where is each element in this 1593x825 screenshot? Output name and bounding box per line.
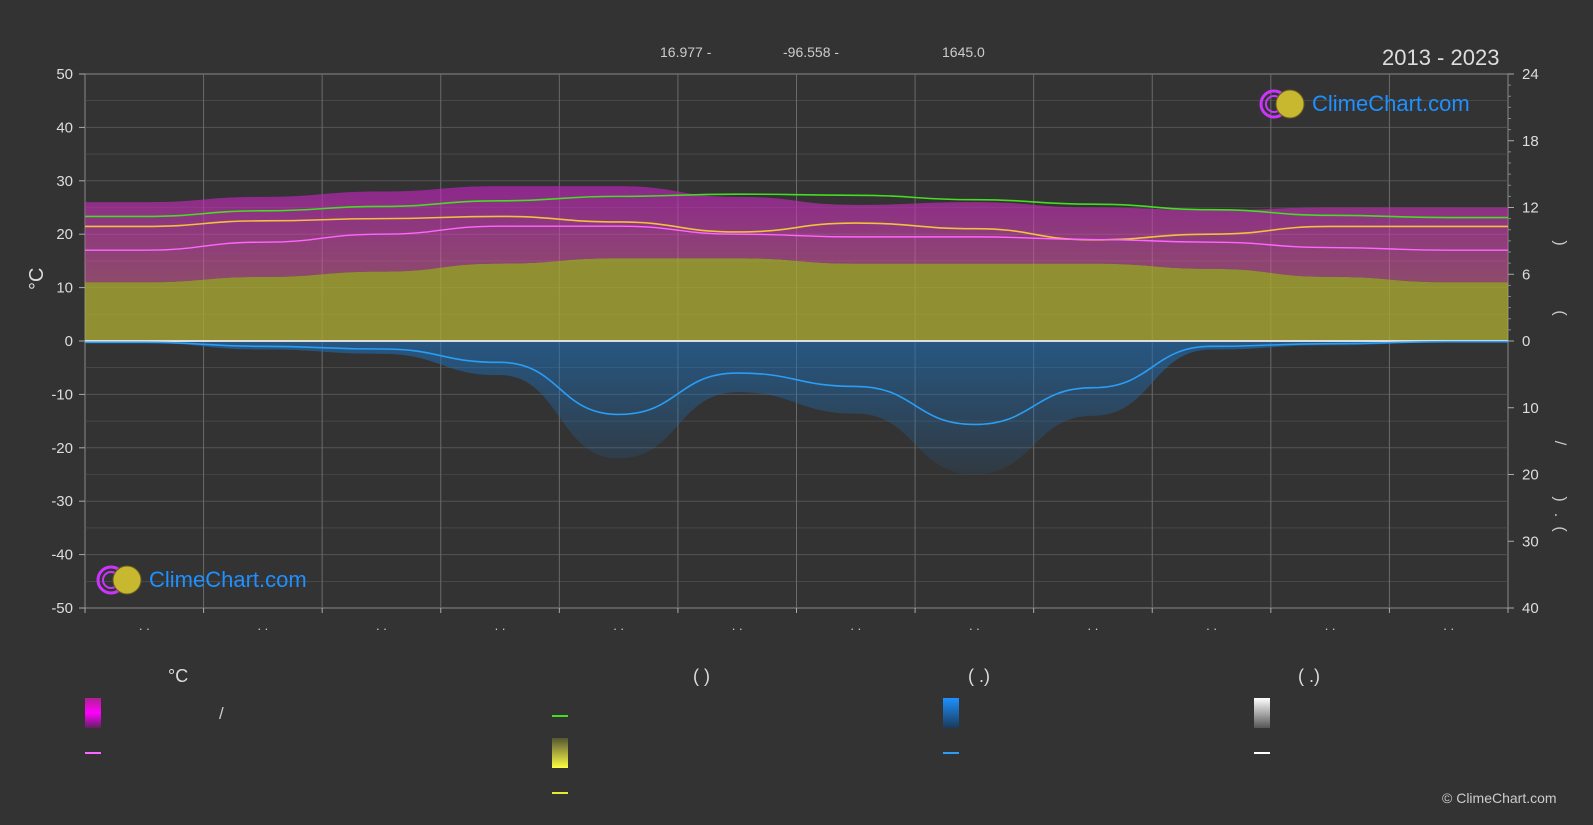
left-tick-label: -30 xyxy=(51,493,73,510)
axis-ticks: 50 40 30 20 10 0 -10 -20 -30 -40 -50 24 18 12 6 0 10 20 30… xyxy=(51,66,1538,633)
right-tick-label-hours: 24 xyxy=(1522,66,1539,83)
legend-temp-heading: °C xyxy=(168,666,189,686)
month-tick-label: . . xyxy=(732,618,743,633)
legend-temp-range-text: / xyxy=(219,704,224,723)
left-tick-label: 10 xyxy=(56,280,73,297)
left-tick-label: -10 xyxy=(51,386,73,403)
year-range-title: 2013 - 2023 xyxy=(1382,45,1500,70)
longitude-label: -96.558 - xyxy=(783,44,840,60)
logo-bottom-text: ClimeChart.com xyxy=(149,567,307,592)
right-tick-label-hours: 0 xyxy=(1522,333,1530,350)
sunshine-band xyxy=(85,258,1508,341)
legend-swatch-snow-mean xyxy=(1254,752,1270,754)
month-tick-label: . . xyxy=(495,618,506,633)
month-tick-label: . . xyxy=(1088,618,1099,633)
elevation-label: 1645.0 xyxy=(942,44,985,60)
climechart-logo-icon xyxy=(96,565,142,595)
right-tick-label-mm: 40 xyxy=(1522,600,1539,617)
month-tick-label: . . xyxy=(1325,618,1336,633)
right-tick-label-hours: 18 xyxy=(1522,133,1539,150)
left-axis-label: °C xyxy=(26,267,48,290)
left-tick-label: 30 xyxy=(56,173,73,190)
left-tick-label: 0 xyxy=(65,333,73,350)
right-axis-label-frag-5: ( xyxy=(1551,526,1569,532)
logo-top-text: ClimeChart.com xyxy=(1312,91,1470,116)
legend-rain-heading: ( .) xyxy=(968,666,990,686)
data-lines xyxy=(85,193,1508,426)
month-tick-label: . . xyxy=(850,618,861,633)
precip-line xyxy=(85,340,1508,426)
logo-top[interactable]: ClimeChart.com xyxy=(1258,88,1470,120)
legend-swatch-temp-mean xyxy=(85,752,101,754)
legend-swatch-sunshine-mean xyxy=(552,792,568,794)
left-tick-label: -50 xyxy=(51,600,73,617)
month-tick-label: . . xyxy=(1206,618,1217,633)
temp-mean-line xyxy=(85,225,1508,251)
left-tick-label: -20 xyxy=(51,440,73,457)
legend-snow-heading: ( .) xyxy=(1298,666,1320,686)
precipitation-band xyxy=(85,341,1508,475)
legend-swatch-precip xyxy=(943,698,959,728)
month-tick-label: . . xyxy=(257,618,268,633)
right-axis-label-frag-6: . xyxy=(1551,512,1569,518)
month-tick-label: . . xyxy=(376,618,387,633)
right-axis-label-frag-1: ) xyxy=(1551,240,1569,246)
daylight-line xyxy=(85,193,1508,219)
left-tick-label: 50 xyxy=(56,66,73,83)
logo-bottom[interactable]: ClimeChart.com xyxy=(95,564,307,596)
right-axis-label-frag-4: ) xyxy=(1551,496,1569,502)
right-tick-label-mm: 30 xyxy=(1522,533,1539,550)
legend-swatch-sunshine xyxy=(552,738,568,768)
legend-swatch-temp-range xyxy=(85,698,101,728)
latitude-label: 16.977 - xyxy=(660,44,712,60)
right-axis-label-frag-3: / xyxy=(1551,440,1569,446)
right-tick-label-hours: 12 xyxy=(1522,200,1539,217)
copyright: © ClimeChart.com xyxy=(1442,790,1557,806)
month-tick-label: . . xyxy=(613,618,624,633)
month-tick-label: . . xyxy=(139,618,150,633)
left-tick-label: 20 xyxy=(56,226,73,243)
legend-swatch-snow xyxy=(1254,698,1270,728)
right-tick-label-mm: 20 xyxy=(1522,467,1539,484)
left-tick-label: 40 xyxy=(56,119,73,136)
legend-swatch-precip-mean xyxy=(943,752,959,754)
data-bands xyxy=(85,186,1508,475)
month-tick-label: . . xyxy=(969,618,980,633)
legend-swatch-daylight xyxy=(552,715,568,717)
month-tick-label: . . xyxy=(1443,618,1454,633)
temperature-band xyxy=(85,186,1508,283)
right-tick-label-mm: 10 xyxy=(1522,400,1539,417)
sunshine-line xyxy=(85,215,1508,241)
left-tick-label: -40 xyxy=(51,547,73,564)
right-axis-label-frag-2: ( xyxy=(1551,310,1569,316)
climechart-logo-icon xyxy=(1259,89,1305,119)
legend-sun-heading: ( ) xyxy=(693,666,710,686)
right-tick-label-hours: 6 xyxy=(1522,266,1530,283)
